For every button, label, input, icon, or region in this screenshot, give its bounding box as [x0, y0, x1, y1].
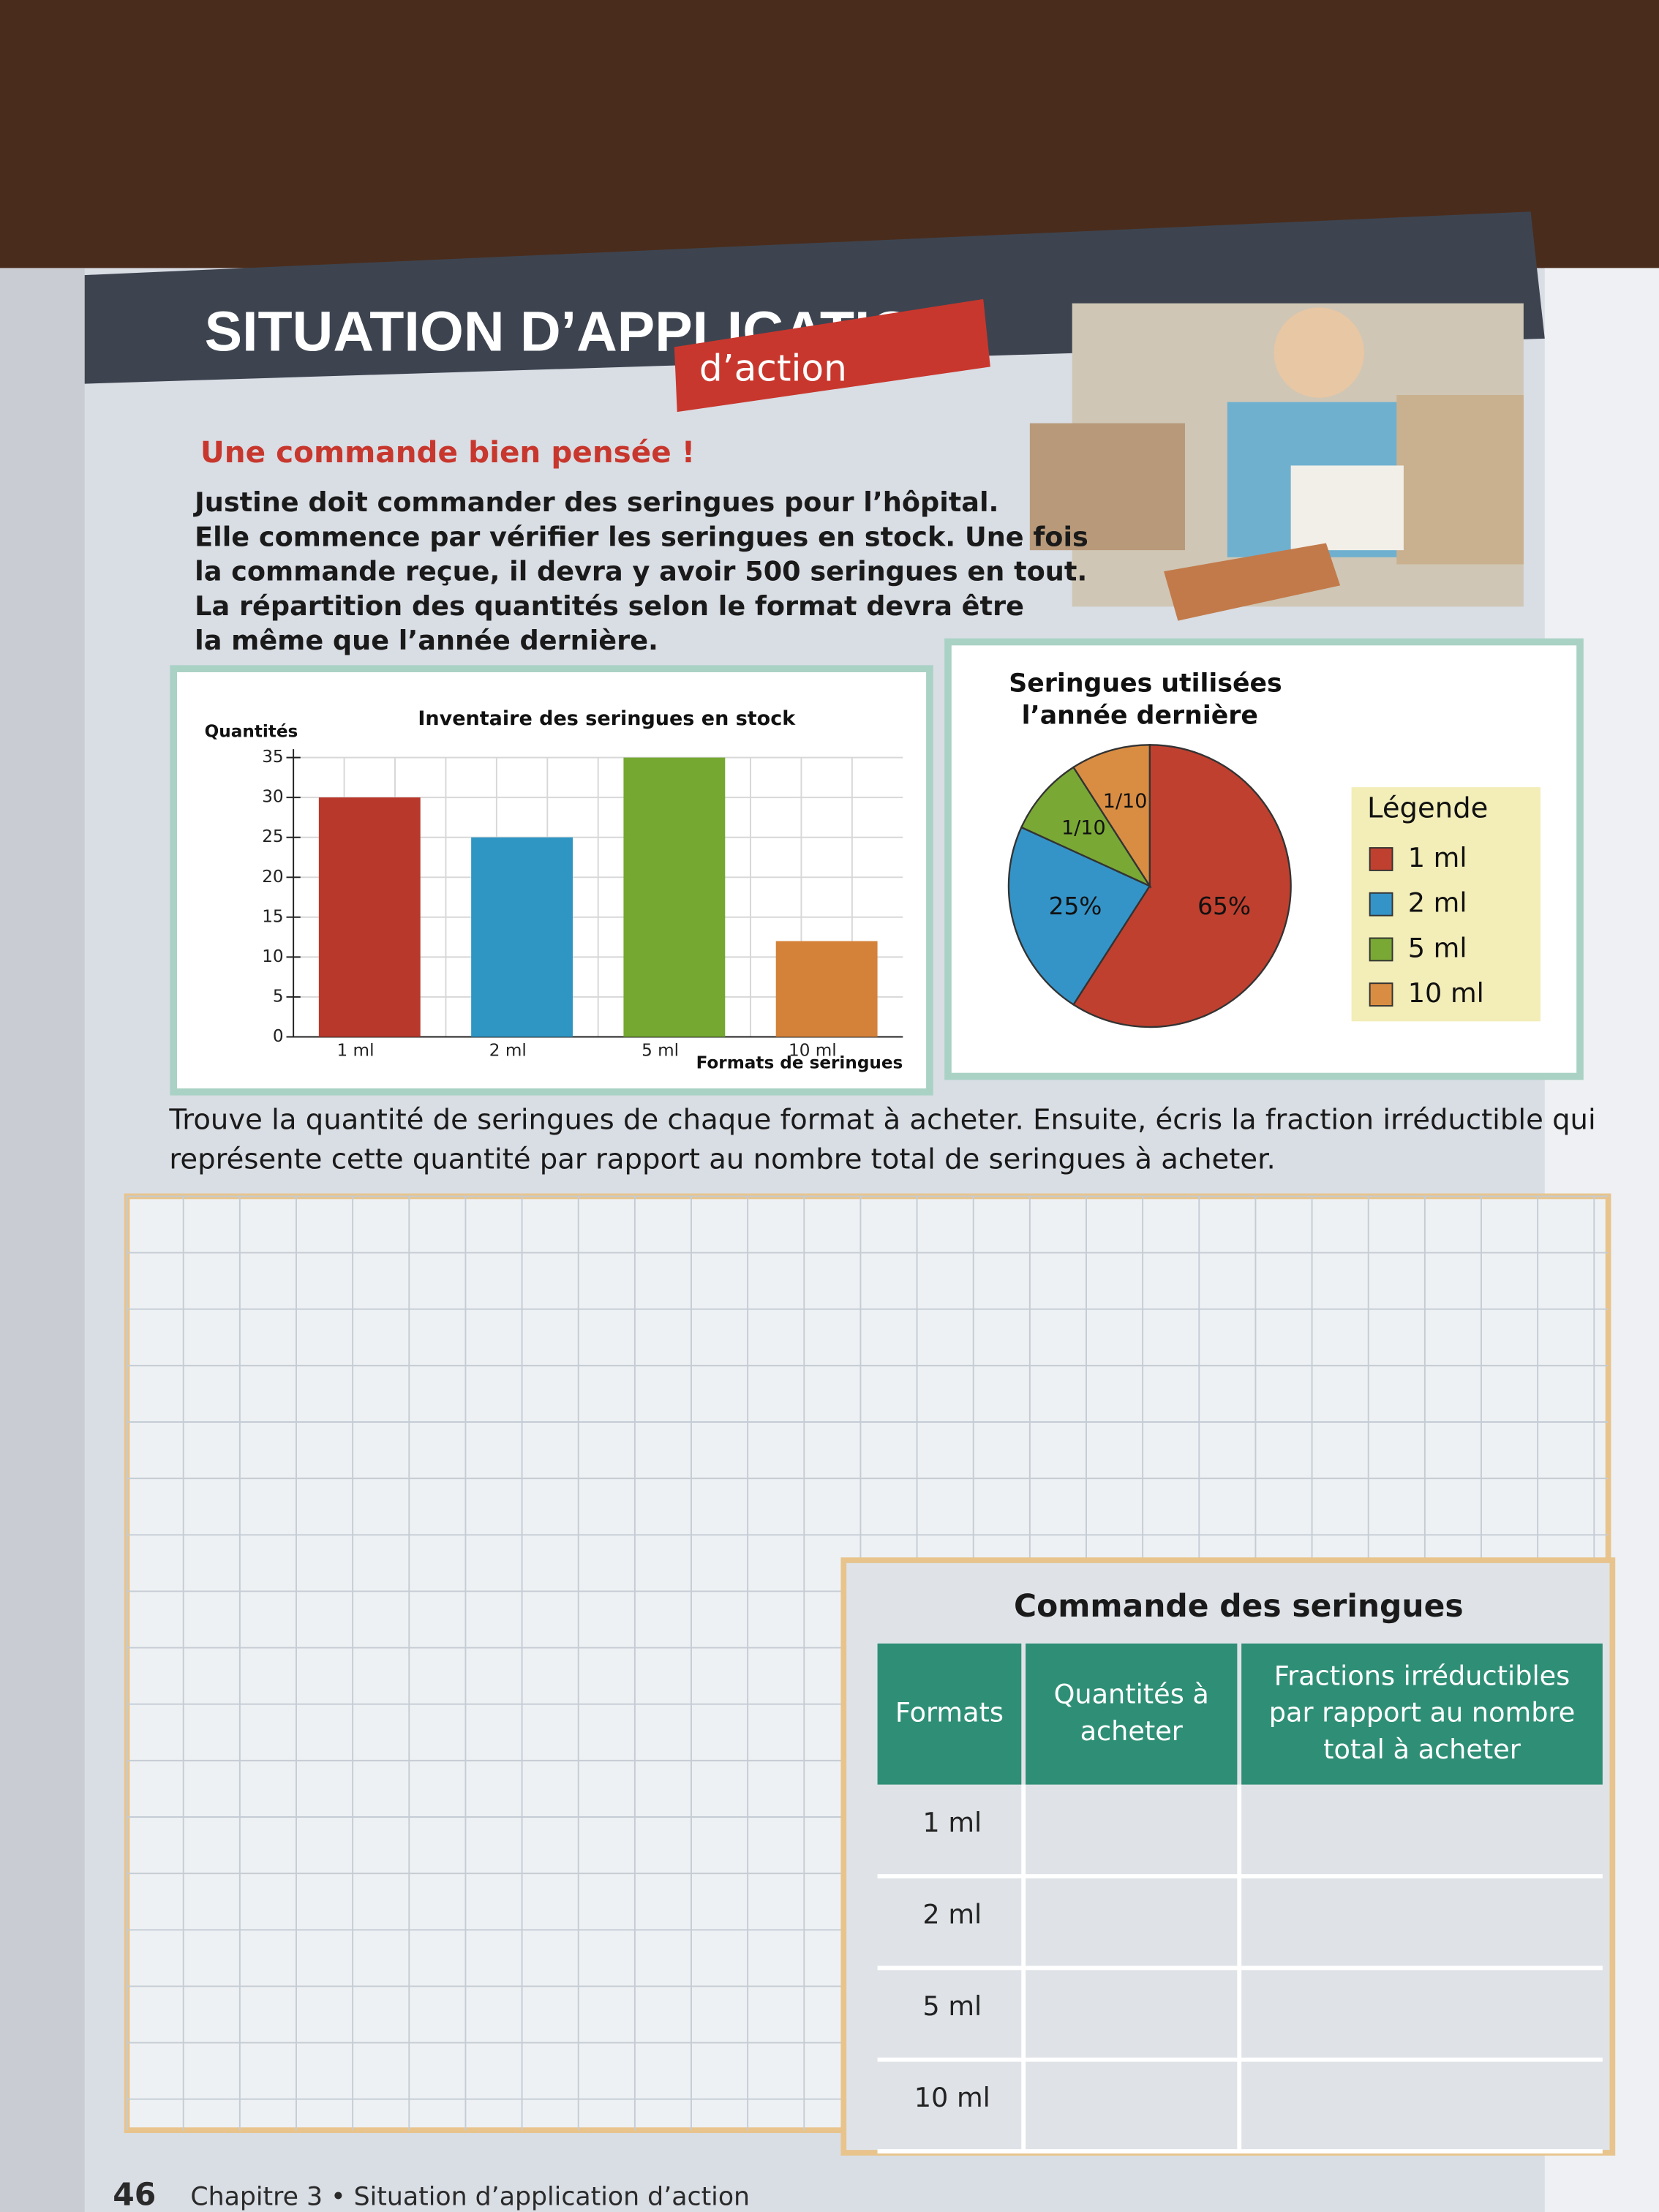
legend-label: 10 ml [1408, 977, 1484, 1009]
bar [775, 941, 878, 1037]
legend-label: 1 ml [1408, 842, 1467, 873]
legend-title: Légende [1367, 792, 1488, 825]
header-tag-box [674, 298, 990, 413]
problem-line: la même que l’année dernière. [195, 625, 658, 656]
pie-slice [1007, 826, 1151, 1006]
page-edge [0, 268, 85, 2212]
problem-line: Elle commence par vérifier les seringues… [195, 521, 1088, 552]
table-header: Fractions irréductibles [1274, 1660, 1570, 1692]
chart-title: l’année dernière [1022, 701, 1258, 731]
y-tick-label: 30 [262, 788, 283, 807]
table-header: Quantités à [1054, 1679, 1209, 1710]
table-row-label: 2 ml [922, 1899, 982, 1930]
chart-title: Inventaire des seringues en stock [418, 707, 796, 730]
legend-swatch [1369, 892, 1393, 917]
pie-label: 25% [1049, 892, 1102, 920]
legend-swatch [1369, 937, 1393, 962]
table-header: acheter [1080, 1715, 1184, 1747]
pie-label: 1/10 [1103, 790, 1148, 813]
legend-label: 5 ml [1408, 932, 1467, 963]
table-header-cell [1241, 1643, 1603, 1785]
problem-line: La répartition des quantités selon le fo… [195, 590, 1024, 622]
nurse-head [1274, 307, 1364, 398]
bar [318, 797, 421, 1037]
chapter-label: Chapitre 3 • Situation d’application d’a… [190, 2183, 750, 2212]
bar [471, 837, 573, 1037]
tray [1164, 543, 1341, 621]
page-number: 46 [113, 2177, 156, 2212]
paper [1290, 465, 1404, 551]
table-header: par rapport au nombre [1269, 1697, 1576, 1728]
box [1029, 423, 1185, 551]
problem-heading: Une commande bien pensée ! [200, 434, 695, 470]
header-tag: d’action [699, 347, 847, 390]
problem-line: la commande reçue, il devra y avoir 500 … [195, 556, 1087, 587]
table-header: Formats [895, 1697, 1004, 1728]
legend-label: 2 ml [1408, 887, 1467, 919]
pie-slice [1072, 744, 1151, 889]
table-title: Commande des seringues [1014, 1589, 1464, 1625]
y-tick-label: 0 [273, 1027, 284, 1046]
order-table: Formats Quantités à acheter Fractions irréd… [877, 1643, 1603, 2153]
illustration [1029, 303, 1524, 621]
y-tick-label: 25 [262, 827, 283, 846]
y-tick-label: 10 [262, 947, 283, 966]
table-row-label: 10 ml [914, 2082, 990, 2113]
y-tick-label: 15 [262, 907, 283, 926]
x-tick-label: 5 ml [642, 1041, 679, 1060]
pie-slice [1072, 744, 1292, 1028]
y-tick-label: 35 [262, 748, 283, 767]
x-tick-label: 2 ml [489, 1041, 527, 1060]
pie-slice [1020, 766, 1152, 888]
legend-swatch [1369, 847, 1393, 871]
question-line: Trouve la quantité de seringues de chaqu… [168, 1104, 1595, 1137]
legend-swatch [1369, 982, 1393, 1007]
x-tick-label: 1 ml [336, 1041, 374, 1060]
table-header-cell [1026, 1643, 1238, 1785]
question-line: représente cette quantité par rapport au… [169, 1143, 1275, 1176]
table-row-label: 1 ml [922, 1807, 982, 1838]
table-header: total à acheter [1323, 1734, 1521, 1765]
pie-label: 65% [1197, 892, 1251, 920]
y-tick-label: 5 [273, 987, 284, 1006]
x-axis-title: Formats de seringues [696, 1054, 903, 1073]
table-header-cell [877, 1643, 1022, 1785]
chart-title: Seringues utilisées [1009, 669, 1282, 698]
box [1396, 395, 1524, 565]
x-tick-label: 10 ml [789, 1041, 837, 1060]
pie-label: 1/10 [1061, 816, 1106, 839]
y-tick-label: 20 [262, 868, 283, 887]
y-axis-title: Quantités [205, 722, 298, 741]
problem-line: Justine doit commander des seringues pou… [192, 486, 998, 518]
bar [623, 757, 726, 1037]
table-row-label: 5 ml [922, 1990, 982, 2022]
